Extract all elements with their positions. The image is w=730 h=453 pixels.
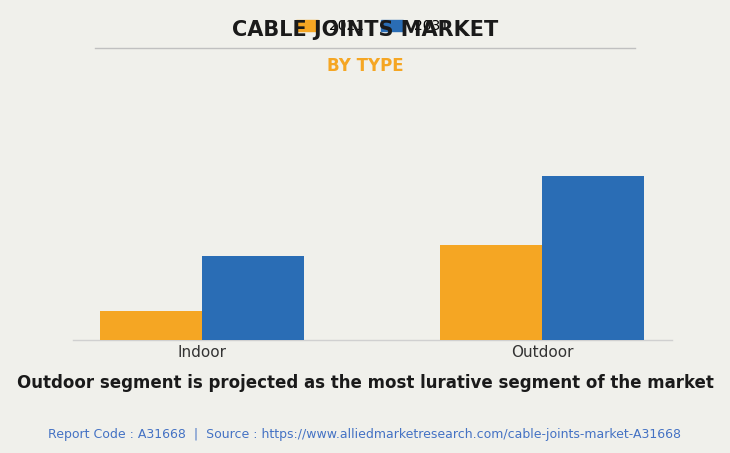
Text: Report Code : A31668  |  Source : https://www.alliedmarketresearch.com/cable-joi: Report Code : A31668 | Source : https://… (48, 428, 682, 441)
Text: BY TYPE: BY TYPE (327, 57, 403, 75)
Text: CABLE JOINTS MARKET: CABLE JOINTS MARKET (232, 20, 498, 40)
Bar (542, 176, 645, 340)
Bar (202, 256, 304, 340)
Text: Outdoor segment is projected as the most lurative segment of the market: Outdoor segment is projected as the most… (17, 374, 713, 392)
Legend: 2021, 2031: 2021, 2031 (296, 19, 449, 34)
Bar (440, 245, 542, 340)
Bar (100, 311, 202, 340)
